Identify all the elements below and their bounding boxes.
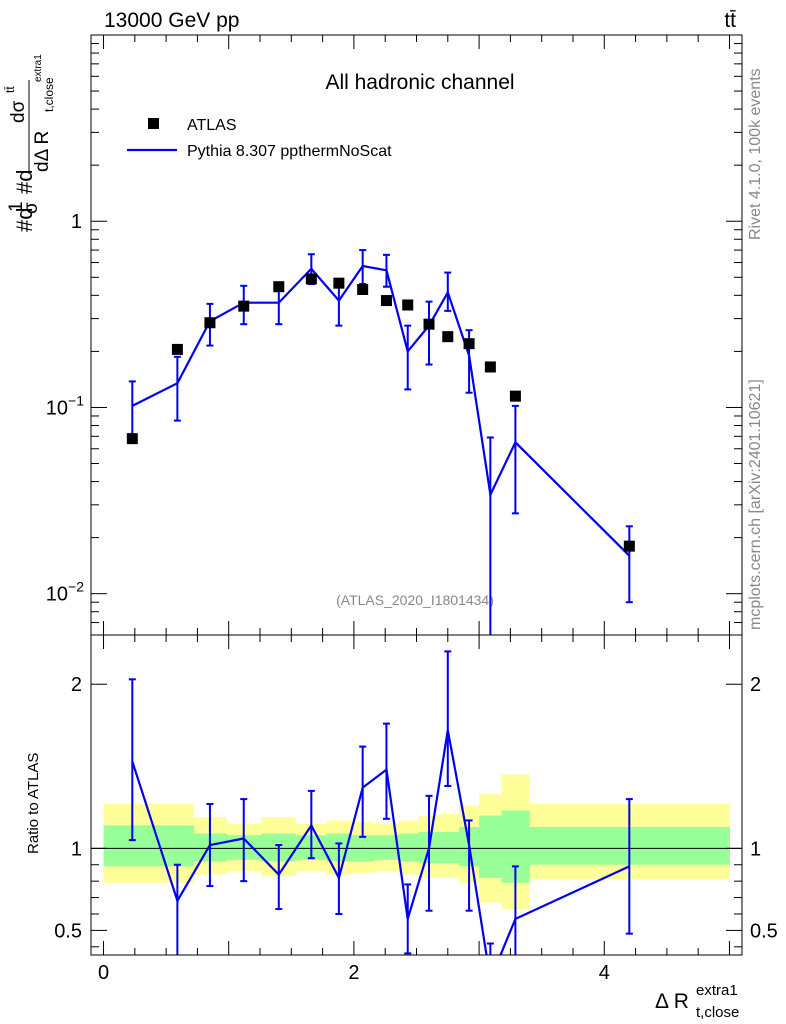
main-atlas-point — [305, 273, 317, 285]
main-atlas-point — [357, 283, 369, 295]
x-tick-label: 4 — [599, 962, 610, 984]
ratio-green-band — [439, 831, 460, 864]
ratio-frame — [90, 634, 743, 956]
main-mc-series — [128, 249, 633, 635]
ylabel-part-b: 1 — [6, 201, 27, 212]
ylabel-part-h: t,close — [42, 77, 56, 112]
legend-pythia-label: Pythia 8.307 ppthermNoScat — [187, 143, 392, 160]
ratio-y-tick-label-right: 0.5 — [750, 920, 778, 942]
ylabel-part-e: dσ — [8, 100, 29, 123]
main-panel: 1 10−1 10−2 All hadronic channel (ATLAS_20… — [46, 34, 743, 955]
ylabel-part-i: extra1 — [33, 54, 44, 82]
main-atlas-point — [509, 390, 521, 402]
main-atlas-point — [171, 343, 183, 355]
rivet-version-label: Rivet 4.1.0, 100k events — [747, 68, 764, 240]
legend: ATLAS Pythia 8.307 ppthermNoScat — [127, 117, 392, 160]
x-tick-label: 2 — [348, 962, 359, 984]
main-y-tick-label: 10−1 — [46, 392, 84, 419]
analysis-label: (ATLAS_2020_I1801434) — [336, 592, 494, 608]
xlabel-main: Δ R — [655, 990, 689, 1013]
ratio-green-band — [479, 815, 503, 878]
process-label: tt̄ — [724, 9, 736, 32]
main-data-series — [126, 273, 635, 552]
ratio-ticks — [91, 683, 742, 948]
main-y-tick-label: 1 — [71, 211, 82, 233]
main-atlas-point — [402, 299, 414, 311]
legend-atlas-marker — [148, 118, 159, 129]
main-atlas-point — [380, 295, 392, 307]
ratio-y-tick-label-right: 2 — [750, 674, 761, 696]
ratio-y-tick-label-left: 0.5 — [54, 920, 82, 942]
ratio-mc-line — [131, 729, 630, 955]
main-atlas-point — [423, 318, 435, 330]
ylabel-part-d: #d — [12, 170, 37, 194]
main-atlas-point — [623, 540, 635, 552]
main-atlas-point — [442, 331, 454, 343]
energy-label: 13000 GeV pp — [104, 9, 239, 32]
chart-title: All hadronic channel — [325, 71, 514, 94]
xlabel-sup: extra1 — [696, 982, 738, 999]
main-y-tick-label: 10−2 — [46, 579, 84, 606]
main-atlas-point — [204, 317, 216, 329]
main-atlas-point — [126, 433, 138, 445]
x-tick-label: 0 — [98, 962, 109, 984]
ratio-green-band — [373, 835, 400, 860]
ratio-y-tick-label-left: 2 — [71, 674, 82, 696]
ylabel-part-f: tt̄ — [3, 86, 17, 93]
main-atlas-point — [333, 277, 345, 289]
main-atlas-point — [463, 338, 475, 350]
main-atlas-point — [238, 300, 250, 312]
ylabel-part-a: #d — [12, 208, 37, 232]
ratio-y-tick-label-right: 1 — [750, 838, 761, 860]
ratio-panel: 0.5 0.5 1 1 2 2 0 2 4 Ratio to ATLAS Δ R extra1 … — [25, 634, 778, 1021]
mcplots-label: mcplots.cern.ch [arXiv:2401.10621] — [747, 379, 764, 630]
main-atlas-point — [273, 281, 285, 293]
ratio-y-tick-label-left: 1 — [71, 838, 82, 860]
ratio-tick-labels: 0.5 0.5 1 1 2 2 0 2 4 — [54, 674, 778, 984]
main-y-axis-label: #d 1 σ #d dσ tt̄ dΔ R t,close extra1 — [3, 54, 56, 232]
main-mc-line — [131, 264, 631, 557]
x-axis-label: Δ R extra1 t,close — [655, 982, 739, 1021]
ratio-mc-series — [128, 650, 633, 955]
ratio-green-band — [398, 833, 420, 862]
main-tick-labels: 1 10−1 10−2 — [46, 211, 84, 605]
legend-atlas-label: ATLAS — [187, 117, 237, 134]
ratio-y-axis-label: Ratio to ATLAS — [25, 753, 42, 854]
main-atlas-point — [484, 361, 496, 373]
ratio-green-band — [161, 825, 195, 867]
ylabel-part-g: dΔ R — [32, 131, 53, 172]
ylabel-part-c: σ — [21, 202, 42, 214]
xlabel-sub: t,close — [696, 1004, 739, 1021]
main-ticks — [91, 34, 742, 955]
